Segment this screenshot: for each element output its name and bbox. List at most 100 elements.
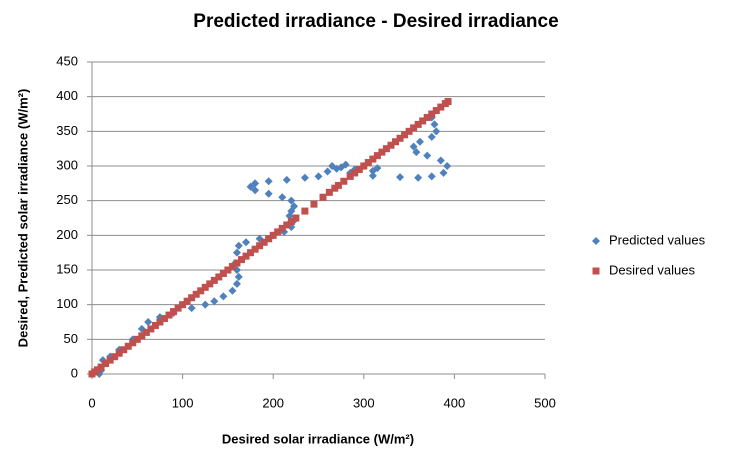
y-axis-title: Desired, Predicted solar irradiance (W/m… <box>15 89 30 348</box>
point <box>232 248 241 257</box>
point <box>430 120 439 129</box>
point <box>111 353 119 361</box>
point <box>242 252 250 260</box>
point <box>278 193 287 202</box>
point <box>264 177 273 186</box>
point <box>283 221 291 229</box>
point <box>334 181 342 189</box>
point <box>210 276 218 284</box>
point <box>232 279 241 288</box>
point <box>409 142 418 151</box>
y-tick-label: 100 <box>56 296 78 311</box>
point <box>355 165 363 173</box>
y-tick-label: 200 <box>56 227 78 242</box>
point <box>368 171 377 180</box>
point <box>124 342 132 350</box>
legend-label: Predicted values <box>609 232 706 247</box>
point <box>419 117 427 125</box>
point <box>290 202 299 211</box>
point <box>427 132 436 141</box>
point <box>233 259 241 267</box>
point <box>206 280 214 288</box>
point <box>292 214 300 222</box>
point <box>414 173 423 182</box>
point <box>115 349 123 357</box>
legend-label: Desired values <box>609 262 695 277</box>
point <box>360 162 368 170</box>
y-tick-label: 0 <box>71 365 78 380</box>
point <box>396 134 404 142</box>
point <box>219 292 228 301</box>
point <box>274 228 282 236</box>
point <box>144 318 153 326</box>
point <box>120 346 128 354</box>
point <box>170 308 178 316</box>
legend-marker <box>592 267 600 275</box>
point <box>165 311 173 319</box>
point <box>323 167 332 176</box>
point <box>269 231 277 239</box>
chart-title: Predicted irradiance - Desired irradianc… <box>193 11 558 32</box>
point <box>332 164 341 173</box>
point <box>439 168 448 177</box>
point <box>174 304 182 312</box>
point <box>340 177 348 185</box>
point <box>314 172 323 181</box>
point <box>151 321 159 329</box>
point <box>142 328 150 336</box>
point <box>93 366 101 374</box>
point <box>423 151 432 160</box>
point <box>160 315 168 323</box>
point <box>215 273 223 281</box>
x-tick-label: 300 <box>353 395 375 410</box>
point <box>331 184 339 192</box>
point <box>147 325 155 333</box>
point <box>432 107 440 115</box>
point <box>197 287 205 295</box>
point <box>188 294 196 302</box>
point <box>265 235 273 243</box>
point <box>405 127 413 135</box>
point <box>260 238 268 246</box>
point <box>351 169 359 177</box>
y-tick-label: 50 <box>64 331 78 346</box>
point <box>156 318 164 326</box>
point <box>387 141 395 149</box>
point <box>201 300 210 309</box>
point <box>423 113 431 121</box>
point <box>427 172 436 181</box>
point <box>443 162 452 170</box>
point <box>129 339 137 347</box>
point <box>428 110 436 118</box>
point <box>192 290 200 298</box>
point <box>247 249 255 257</box>
point <box>219 269 227 277</box>
point <box>183 297 191 305</box>
point <box>179 301 187 309</box>
y-tick-label: 350 <box>56 123 78 138</box>
point <box>378 148 386 156</box>
point <box>325 188 333 196</box>
point <box>310 200 318 208</box>
point <box>278 224 286 232</box>
point <box>368 166 377 175</box>
point <box>234 241 243 250</box>
point <box>444 98 452 106</box>
point <box>264 189 273 198</box>
point <box>415 137 424 146</box>
point <box>432 127 441 136</box>
point <box>287 217 295 225</box>
point <box>210 297 219 306</box>
point <box>364 159 372 167</box>
point <box>392 138 400 146</box>
point <box>251 179 260 188</box>
point <box>410 124 418 132</box>
point <box>106 356 114 364</box>
y-tick-label: 250 <box>56 192 78 207</box>
point <box>256 242 264 250</box>
y-tick-label: 400 <box>56 88 78 103</box>
point <box>414 120 422 128</box>
point <box>242 238 251 247</box>
point <box>396 173 405 182</box>
